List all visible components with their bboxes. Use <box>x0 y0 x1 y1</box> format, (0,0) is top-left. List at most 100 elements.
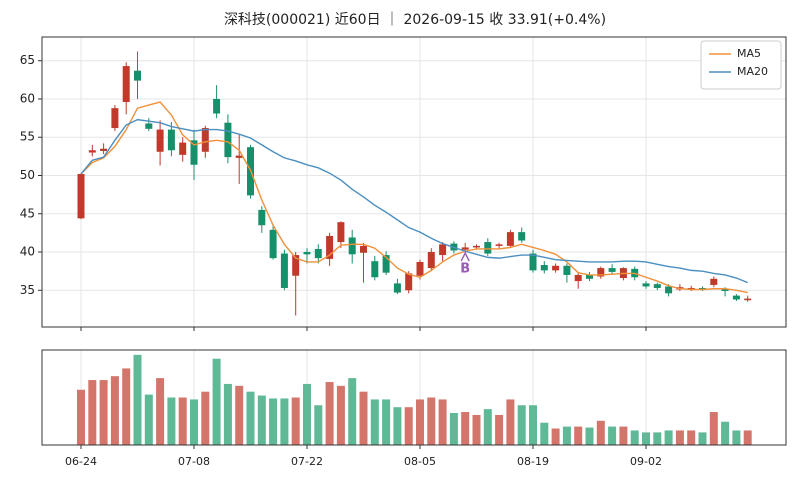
volume-bar <box>235 385 244 445</box>
volume-bar <box>178 397 187 445</box>
candle-body <box>190 140 198 165</box>
candle-body <box>597 268 605 277</box>
volume-bar <box>88 380 97 445</box>
candle-body <box>518 232 526 241</box>
volume-bar <box>167 397 176 445</box>
candle-body <box>258 209 266 226</box>
candle-body <box>201 128 209 152</box>
candle-body <box>371 261 379 278</box>
candle-body <box>134 70 141 81</box>
candle-body <box>427 252 435 269</box>
candle-body <box>100 148 108 152</box>
candle-body <box>642 283 650 287</box>
candle-body <box>721 289 729 292</box>
volume-bar <box>133 354 142 445</box>
volume-frame <box>41 349 787 446</box>
volume-bar <box>574 426 583 445</box>
candle-body <box>484 242 492 254</box>
volume-bar <box>506 399 515 445</box>
candle-body <box>360 245 367 253</box>
volume-bar <box>110 376 119 445</box>
volume-bar <box>156 378 165 445</box>
volume-bar <box>438 399 447 445</box>
x-tick-label: 08-19 <box>517 455 549 468</box>
candle-body <box>303 252 311 255</box>
volume-bar <box>619 426 628 445</box>
volume-bar <box>359 391 368 445</box>
x-tick-label: 07-22 <box>291 455 323 468</box>
candle-body <box>337 222 345 243</box>
candle-body <box>461 247 469 250</box>
volume-bar <box>325 381 334 445</box>
candle-body <box>699 287 706 290</box>
candle-body <box>213 98 221 114</box>
candle-body <box>145 123 153 129</box>
candle-body <box>224 122 232 158</box>
volume-bar <box>664 430 673 445</box>
candle-body <box>529 253 537 271</box>
volume-bar <box>303 383 311 445</box>
volume-bar <box>348 378 357 445</box>
candle-body <box>732 295 740 300</box>
volume-bar <box>483 409 492 445</box>
legend-label: MA20 <box>737 65 768 78</box>
volume-bar <box>743 430 752 445</box>
volume-bar <box>630 430 639 445</box>
candle-body <box>88 150 96 153</box>
volume-bar <box>472 414 481 445</box>
volume-bar <box>393 407 402 445</box>
candle-body <box>416 261 424 276</box>
price-frame <box>41 36 787 328</box>
candle-body <box>314 248 322 259</box>
volume-bar <box>416 399 424 445</box>
candle-body <box>235 155 243 158</box>
candle-body <box>179 142 187 155</box>
x-tick-label: 09-02 <box>630 455 662 468</box>
ma-line <box>80 118 748 284</box>
volume-bar <box>449 413 458 445</box>
candle-body <box>111 108 119 129</box>
candle-body <box>439 244 447 256</box>
volume-bar <box>223 383 232 445</box>
volume-bar <box>642 432 650 445</box>
candle-body <box>574 274 582 282</box>
y-tick-label: 40 <box>20 245 35 259</box>
volume-bar <box>608 426 617 445</box>
candle-body <box>665 286 673 294</box>
chart-title: 深科技(000021) 近60日 ｜ 2026-09-15 收 33.91(+0… <box>224 12 606 28</box>
candle-body <box>122 66 130 103</box>
x-tick-label: 06-24 <box>65 455 97 468</box>
volume-bar <box>190 399 198 445</box>
candle-body <box>653 284 661 288</box>
y-tick-label: 55 <box>20 130 35 144</box>
y-tick-label: 45 <box>20 206 35 220</box>
candle-body <box>167 129 175 151</box>
volume-bar <box>201 391 210 445</box>
legend-label: MA5 <box>737 47 761 60</box>
candle-body <box>280 253 288 288</box>
volume-bar <box>382 399 391 445</box>
volume-bar <box>551 428 560 445</box>
y-tick-label: 65 <box>20 53 35 67</box>
volume-bar <box>280 398 289 445</box>
volume-bar <box>212 358 221 445</box>
candle-body <box>77 173 85 219</box>
x-tick-label: 07-08 <box>178 455 210 468</box>
y-tick-label: 50 <box>20 168 35 182</box>
volume-bar <box>495 414 504 445</box>
volume-bar <box>653 432 662 445</box>
volume-bar <box>427 397 436 445</box>
volume-bar <box>144 394 153 445</box>
volume-bar <box>732 430 741 445</box>
volume-bar <box>461 412 470 445</box>
volume-bar <box>529 405 537 445</box>
volume-bar <box>77 389 85 445</box>
volume-bar <box>404 407 413 445</box>
legend-box <box>700 40 782 90</box>
candle-body <box>744 298 752 301</box>
volume-bar <box>257 395 266 445</box>
volume-bar <box>314 405 323 445</box>
candle-body <box>540 265 548 271</box>
candle-body <box>405 273 413 291</box>
